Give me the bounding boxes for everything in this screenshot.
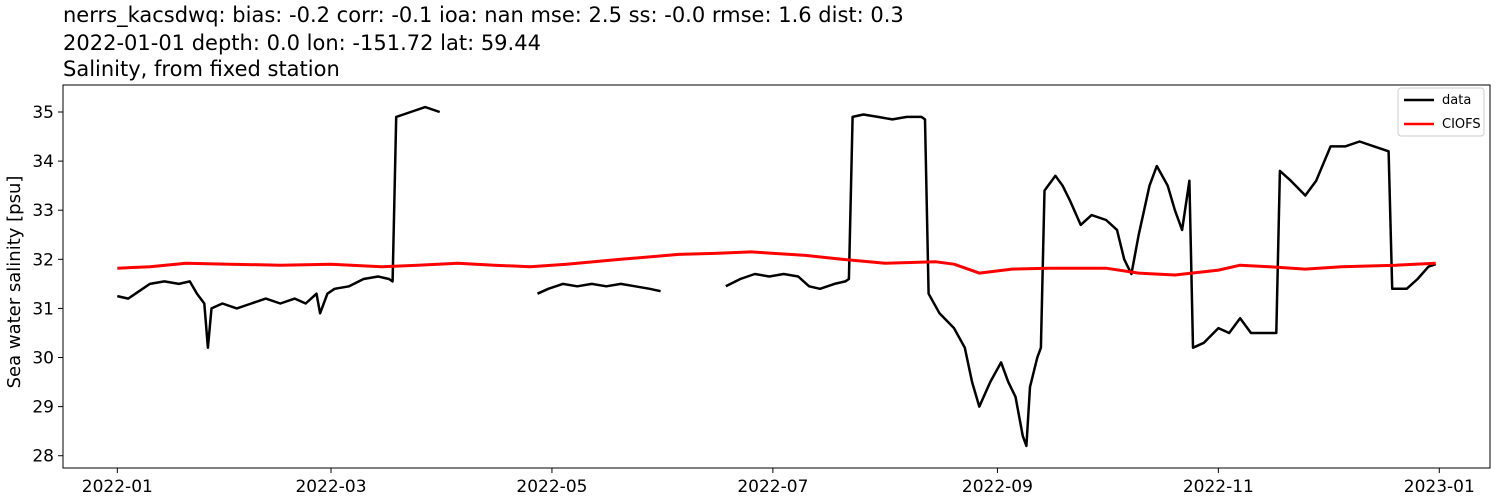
y-tick-label: 33	[32, 201, 54, 221]
y-axis: 28 29 30 31 32 33 34 35	[32, 103, 63, 467]
legend: data CIOFS	[1397, 87, 1485, 137]
x-tick-label: 2022-03	[295, 477, 366, 497]
y-axis-label: Sea water salinity [psu]	[4, 176, 25, 389]
y-tick-label: 28	[32, 447, 54, 467]
plot-area	[62, 84, 1491, 469]
y-tick-label: 30	[32, 349, 54, 369]
x-tick-label: 2022-01	[82, 477, 153, 497]
x-axis: 2022-01 2022-03 2022-05 2022-07 2022-09 2022-…	[82, 468, 1475, 497]
series-data-line-0	[117, 105, 441, 349]
chart-title: nerrs_kacsdwq: bias: -0.2 corr: -0.1 ioa…	[63, 3, 904, 81]
series-data-line-1	[536, 282, 661, 295]
title-line-metrics: nerrs_kacsdwq: bias: -0.2 corr: -0.1 ioa…	[63, 3, 904, 28]
x-tick-label: 2022-09	[962, 477, 1033, 497]
x-tick-label: 2022-11	[1183, 477, 1254, 497]
y-tick-label: 31	[32, 299, 54, 319]
y-tick-label: 32	[32, 250, 54, 270]
legend-label-ciofs: CIOFS	[1442, 117, 1481, 132]
y-tick-label: 35	[32, 103, 54, 123]
y-tick-label: 29	[32, 398, 54, 418]
x-tick-label: 2022-05	[516, 477, 587, 497]
series-ciofs-line-0	[117, 250, 1436, 277]
x-tick-label: 2022-07	[737, 477, 808, 497]
x-tick-label: 2023-01	[1404, 477, 1475, 497]
plot-frame	[62, 84, 1491, 469]
legend-label-data: data	[1442, 93, 1471, 108]
series-data-line-2	[725, 113, 1437, 448]
title-line-location: 2022-01-01 depth: 0.0 lon: -151.72 lat: …	[63, 31, 541, 55]
title-line-variable: Salinity, from fixed station	[63, 57, 340, 81]
y-tick-label: 34	[32, 152, 54, 172]
